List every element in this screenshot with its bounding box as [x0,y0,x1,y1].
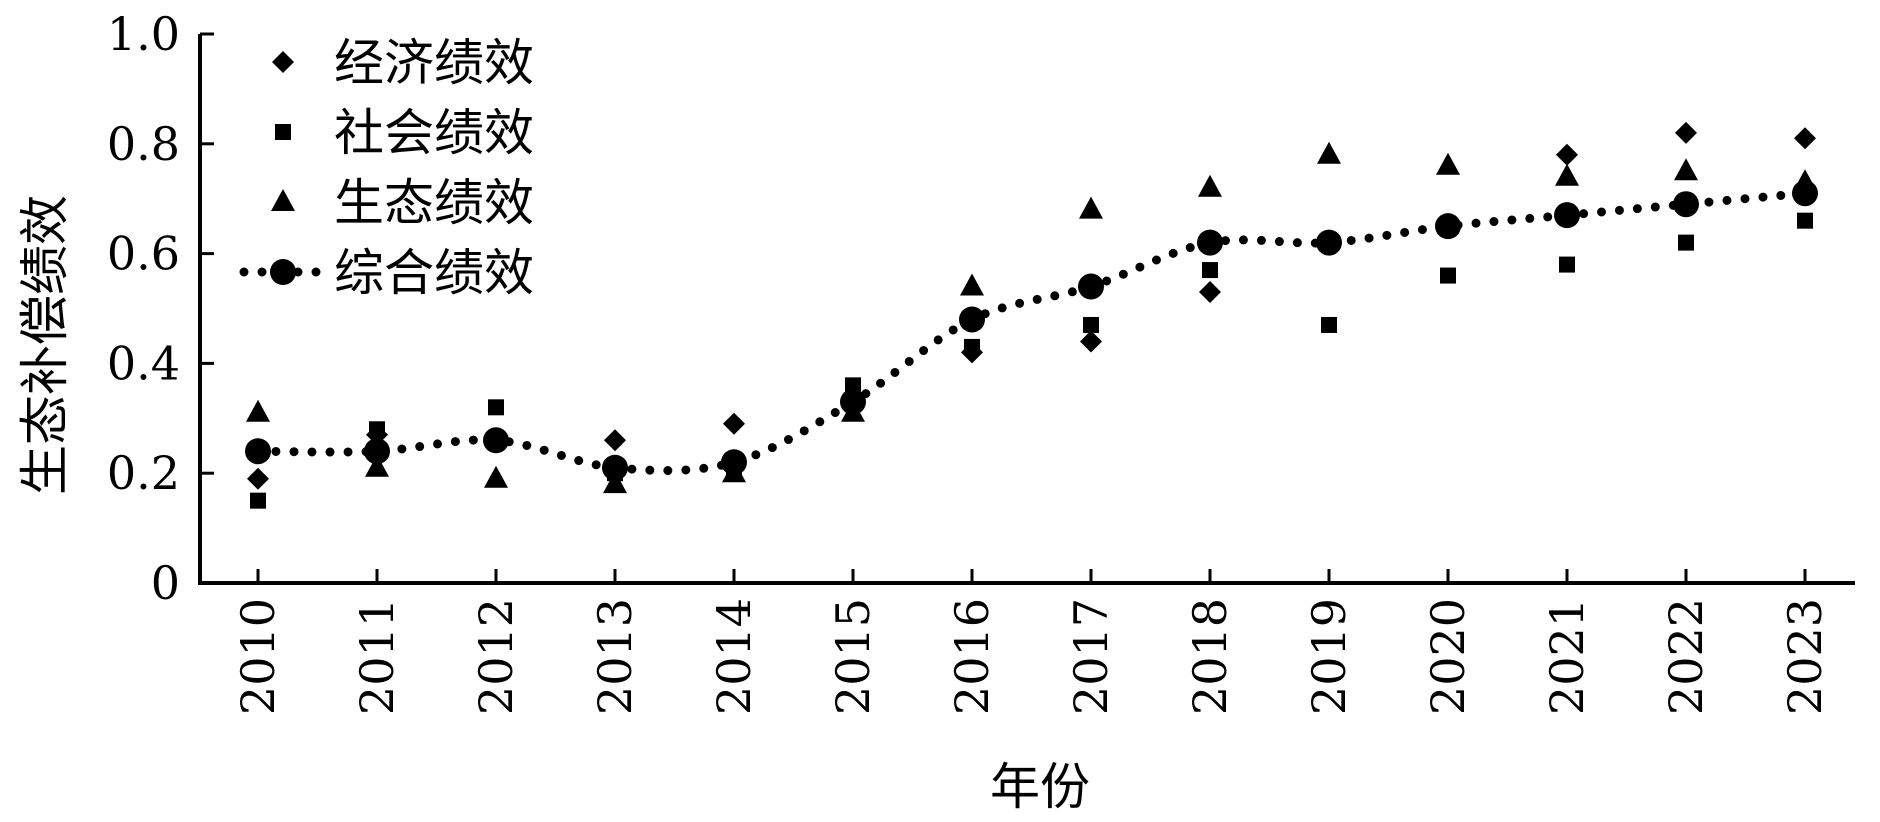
x-tick-label: 2016 [945,598,999,715]
legend-marker-circle [270,259,296,285]
data-point-triangle [1436,152,1460,175]
data-point-circle [959,306,985,333]
data-point-square [1440,267,1456,284]
data-point-square [845,377,861,394]
data-point-diamond [1199,281,1221,304]
y-tick-label: 0.4 [107,336,180,390]
legend-marker-square [275,124,291,140]
data-point-square [488,399,504,416]
data-point-triangle [1198,174,1222,197]
data-point-circle [721,449,747,476]
data-point-triangle [1079,196,1103,219]
legend-label: 生态绩效 [334,174,534,232]
data-point-diamond [247,467,269,490]
legend-label: 经济绩效 [334,34,534,92]
data-point-circle [245,438,271,465]
x-tick-label: 2022 [1659,598,1713,715]
data-point-circle [1435,213,1461,240]
data-point-circle [840,388,866,415]
data-point-square [1678,234,1694,251]
data-point-diamond [1675,121,1697,144]
data-point-square [250,492,266,509]
data-point-circle [1554,202,1580,229]
y-tick-label: 0 [151,556,180,610]
data-point-square [1797,212,1813,229]
data-point-triangle [960,273,984,296]
legend-marker-triangle [271,189,295,211]
x-tick-label: 2020 [1421,598,1475,715]
data-point-circle [1792,180,1818,207]
legend-label: 社会绩效 [334,104,534,162]
x-axis-ticks: 2010 2011 2012 2013 2014 2015 2016 2017 2018 2019… [231,569,1832,715]
x-tick-label: 2015 [826,598,880,715]
y-tick-label: 0.6 [107,227,180,281]
x-tick-label: 2011 [350,598,404,715]
y-axis-ticks: 0 0.2 0.4 0.6 0.8 1.0 [107,7,214,610]
x-tick-label: 2013 [588,598,642,715]
y-tick-label: 1.0 [107,7,180,61]
data-point-diamond [1556,143,1578,166]
data-point-square [964,338,980,355]
data-point-circle [364,438,390,465]
data-point-square [1083,316,1099,333]
data-point-circle [602,454,628,481]
x-tick-label: 2018 [1183,598,1237,715]
x-tick-label: 2019 [1302,598,1356,715]
data-point-triangle [484,465,508,488]
data-point-triangle [246,399,270,422]
data-point-circle [1316,229,1342,256]
data-point-square [1559,256,1575,273]
data-point-diamond [723,412,745,435]
data-point-diamond [1080,330,1102,353]
x-axis-title: 年份 [990,758,1090,816]
data-point-circle [483,427,509,454]
y-tick-label: 0.2 [107,446,180,500]
y-axis-title: 生态补偿绩效 [16,195,74,495]
data-point-triangle [1555,163,1579,186]
x-tick-label: 2010 [231,598,285,715]
x-tick-label: 2014 [707,598,761,715]
x-tick-label: 2017 [1064,598,1118,715]
data-point-circle [1197,229,1223,256]
data-point-circle [1673,191,1699,218]
data-point-diamond [1794,127,1816,150]
data-point-triangle [365,454,389,477]
x-tick-label: 2023 [1778,598,1832,715]
data-point-square [1321,316,1337,333]
data-point-diamond [604,429,626,452]
data-point-triangle [1674,158,1698,181]
y-tick-label: 0.8 [107,117,180,171]
legend-label: 综合绩效 [334,244,534,302]
data-points [245,121,1818,509]
data-point-square [1202,262,1218,279]
x-tick-label: 2012 [469,598,523,715]
x-tick-label: 2021 [1540,598,1594,715]
data-point-square [369,421,385,438]
legend-marker-diamond [272,51,294,73]
data-point-circle [1078,273,1104,300]
data-point-triangle [603,471,627,494]
composite-trend-line [253,188,1810,476]
data-point-triangle [1317,141,1341,164]
